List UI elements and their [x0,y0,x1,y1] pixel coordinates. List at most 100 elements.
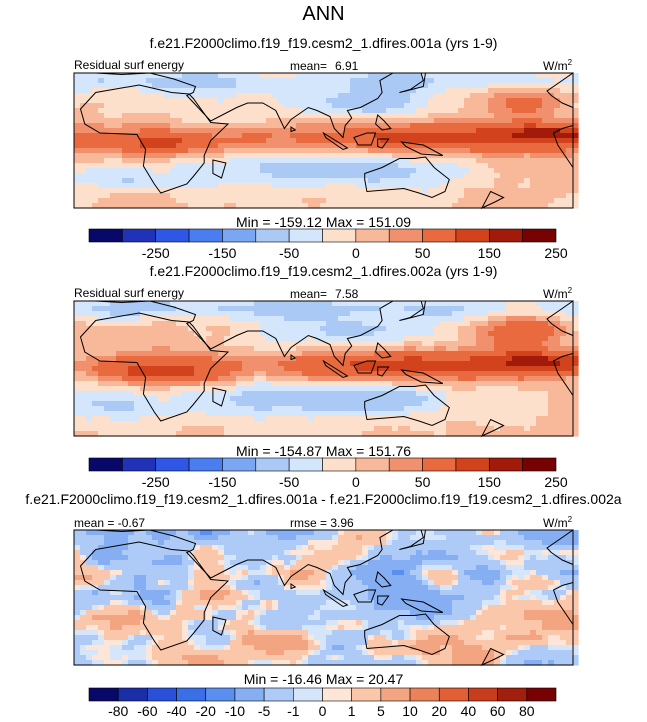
map-cell [146,530,153,536]
map-cell [362,396,369,402]
map-cell [134,108,141,114]
map-cell [158,83,165,89]
map-cell [92,371,99,377]
map-cell [518,78,525,84]
map-cell [464,306,471,312]
map-cell [218,426,225,432]
map-cell [470,545,477,551]
map-cell [110,143,117,149]
map-cell [488,183,495,189]
map-cell [212,93,219,99]
map-cell [116,336,123,342]
map-cell [104,301,111,307]
map-cell [392,416,399,422]
map-cell [272,188,279,194]
map-cell [518,321,525,327]
map-cell [566,153,573,159]
map-cell [74,356,81,362]
map-cell [116,108,123,114]
map-cell [188,148,195,154]
map-cell [110,401,117,407]
map-cell [224,381,231,387]
map-cell [380,351,387,357]
map-cell [500,421,507,427]
map-cell [200,346,207,352]
map-cell [326,391,333,397]
map-cell [200,341,207,347]
map-cell [284,331,291,337]
map-cell [290,550,297,556]
map-cell [422,88,429,94]
map-cell [140,361,147,367]
map-cell [560,336,567,342]
map-cell [434,158,441,164]
map-cell [506,168,513,174]
map-cell [374,545,381,551]
map-cell [122,123,129,129]
map-cell [140,158,147,164]
map-cell [200,163,207,169]
map-cell [440,366,447,372]
map-cell [452,540,459,546]
map-cell [488,535,495,541]
map-cell [464,188,471,194]
map-cell [206,311,213,317]
map-cell [536,128,543,134]
map-cell [158,183,165,189]
map-cell [206,98,213,104]
map-cell [446,421,453,427]
map-cell [272,93,279,99]
map-cell [542,396,549,402]
map-cell [128,406,135,412]
map-cell [440,123,447,129]
map-cell [284,411,291,417]
map-cell [92,535,99,541]
map-cell [314,178,321,184]
map-cell [500,153,507,159]
map-cell [266,118,273,124]
map-cell [392,550,399,556]
map-cell [416,530,423,536]
map-cell [524,183,531,189]
map-cell [146,336,153,342]
map-cell [356,153,363,159]
map-cell [380,198,387,204]
map-cell [362,113,369,119]
map-cell [446,311,453,317]
map-cell [338,193,345,199]
map-cell [440,326,447,332]
map-cell [164,178,171,184]
map-cell [362,361,369,367]
map-cell [374,331,381,337]
map-cell [500,406,507,412]
map-cell [188,138,195,144]
map-cell [536,193,543,199]
map-cell [242,535,249,541]
map-cell [128,416,135,422]
map-cell [116,431,123,437]
map-cell [374,336,381,342]
map-cell [500,391,507,397]
map-cell [122,391,129,397]
map-cell [290,98,297,104]
map-cell [548,396,555,402]
map-cell [224,108,231,114]
map-cell [452,396,459,402]
map-cell [410,545,417,551]
map-cell [98,143,105,149]
map-cell [572,545,579,551]
map-cell [254,341,261,347]
map-cell [380,356,387,362]
map-cell [524,138,531,144]
map-cell [440,421,447,427]
map-cell [182,316,189,322]
map-cell [434,396,441,402]
map-cell [110,316,117,322]
map-cell [422,540,429,546]
map-cell [356,148,363,154]
map-cell [218,431,225,437]
map-cell [278,535,285,541]
map-cell [368,78,375,84]
map-cell [302,163,309,169]
map-cell [140,545,147,551]
